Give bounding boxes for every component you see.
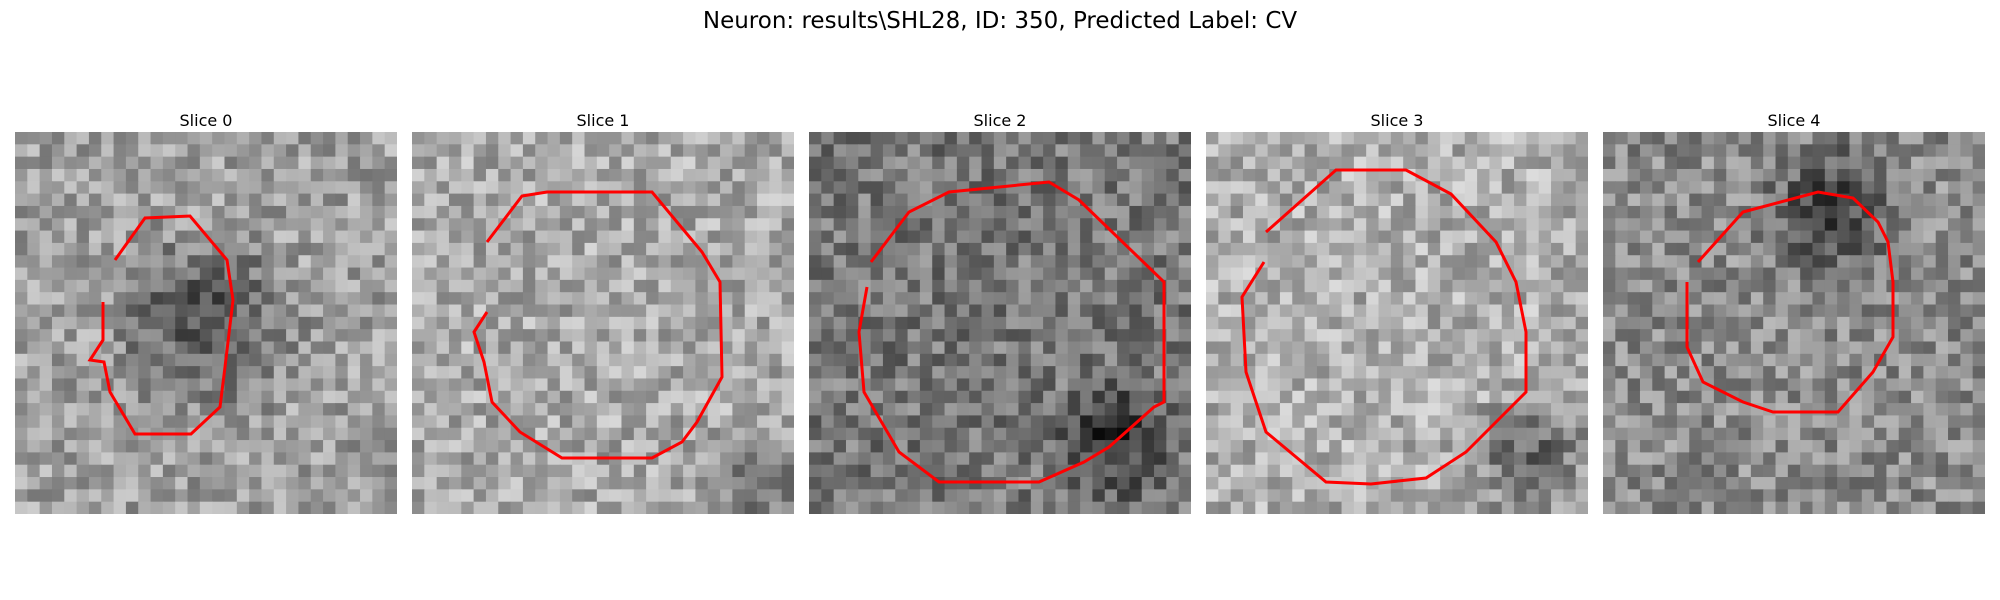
slice-title: Slice 1 (576, 111, 630, 130)
roi-contour (472, 190, 724, 460)
slice-panel-4: Slice 4 (1603, 110, 1985, 514)
slice-panel-2: Slice 2 (809, 110, 1191, 514)
roi-contour (857, 180, 1166, 484)
slice-image (1206, 132, 1588, 514)
slice-panel-0: Slice 0 (15, 110, 397, 514)
figure-title: Neuron: results\SHL28, ID: 350, Predicte… (702, 8, 1298, 34)
slice-title: Slice 4 (1767, 111, 1821, 130)
roi-contour (87, 214, 235, 436)
roi-contour (1685, 190, 1895, 414)
slice-image (412, 132, 794, 514)
slice-title: Slice 0 (179, 111, 233, 130)
slice-title: Slice 3 (1370, 111, 1424, 130)
slice-panel-3: Slice 3 (1206, 110, 1588, 514)
slice-title: Slice 2 (973, 111, 1027, 130)
roi-contour (1240, 168, 1528, 486)
slice-image (15, 132, 397, 514)
slice-image (1603, 132, 1985, 514)
slice-panel-1: Slice 1 (412, 110, 794, 514)
slice-image (809, 132, 1191, 514)
